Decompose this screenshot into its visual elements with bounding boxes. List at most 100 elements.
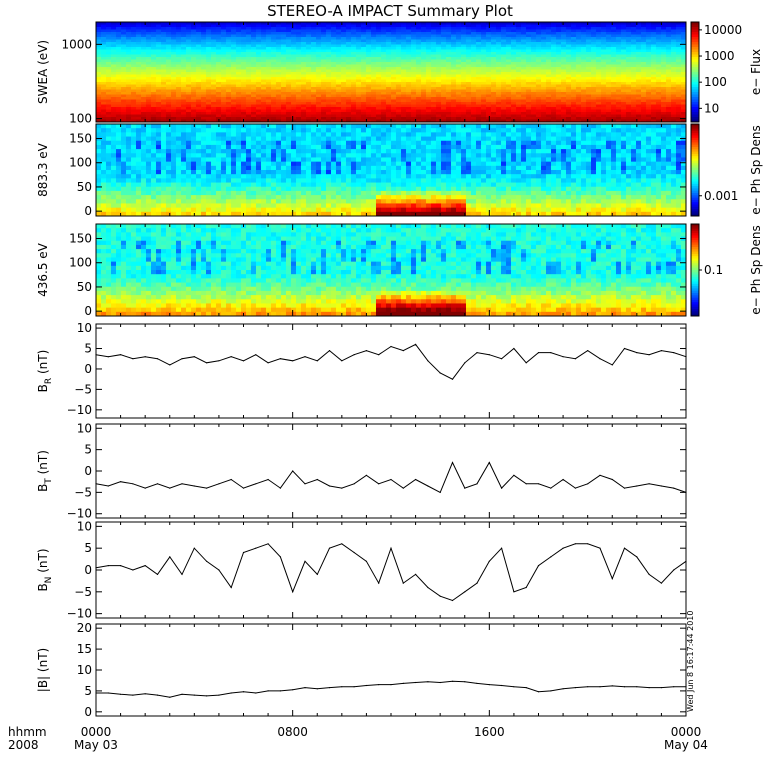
heatmap-cell <box>471 114 477 118</box>
heatmap-cell <box>221 79 227 83</box>
heatmap-cell <box>166 109 172 113</box>
heatmap-cell <box>536 72 542 76</box>
heatmap-cell <box>226 29 232 33</box>
heatmap-cell <box>656 44 662 48</box>
heatmap-cell <box>491 54 497 58</box>
heatmap-cell <box>281 74 287 78</box>
colorbar-swatch <box>691 102 699 105</box>
heatmap-cell <box>546 82 552 86</box>
heatmap-cell <box>271 114 277 118</box>
heatmap-cell <box>166 22 172 26</box>
heatmap-cell <box>141 89 147 93</box>
heatmap-cell <box>321 54 327 58</box>
heatmap-cell <box>491 52 497 56</box>
heatmap-cell <box>96 190 102 196</box>
heatmap-cell <box>506 112 512 116</box>
heatmap-cell <box>111 157 117 163</box>
heatmap-cell <box>111 165 117 171</box>
heatmap-cell <box>151 104 157 108</box>
heatmap-cell <box>226 92 232 96</box>
heatmap-cell <box>136 22 142 26</box>
heatmap-cell <box>436 99 442 103</box>
heatmap-cell <box>656 67 662 71</box>
heatmap-cell <box>306 69 312 73</box>
heatmap-cell <box>196 64 202 68</box>
heatmap-cell <box>591 42 597 46</box>
heatmap-cell <box>571 109 577 113</box>
heatmap-cell <box>151 102 157 106</box>
heatmap-cell <box>601 27 607 31</box>
heatmap-cell <box>566 22 572 26</box>
heatmap-cell <box>151 34 157 38</box>
colorbar-swatch <box>691 99 699 103</box>
heatmap-cell <box>281 102 287 106</box>
heatmap-cell <box>536 102 542 106</box>
heatmap-cell <box>261 24 267 28</box>
heatmap-cell <box>276 107 282 111</box>
heatmap-cell <box>561 99 567 103</box>
heatmap-cell <box>346 49 352 53</box>
heatmap-cell <box>531 34 537 38</box>
heatmap-cell <box>356 42 362 46</box>
heatmap-cell <box>421 27 427 31</box>
heatmap-cell <box>631 84 637 88</box>
heatmap-cell <box>606 82 612 86</box>
heatmap-cell <box>246 109 252 113</box>
heatmap-cell <box>391 42 397 46</box>
heatmap-cell <box>111 29 117 33</box>
heatmap-cell <box>291 109 297 113</box>
heatmap-cell <box>371 49 377 53</box>
heatmap-cell <box>501 24 507 28</box>
heatmap-cell <box>291 29 297 33</box>
heatmap-cell <box>236 52 242 56</box>
heatmap-cell <box>241 99 247 103</box>
heatmap-cell <box>526 52 532 56</box>
heatmap-cell <box>166 42 172 46</box>
heatmap-cell <box>101 186 107 192</box>
heatmap-cell <box>116 104 122 108</box>
heatmap-cell <box>281 67 287 71</box>
heatmap-cell <box>126 64 132 68</box>
heatmap-cell <box>126 82 132 86</box>
heatmap-cell <box>486 117 492 121</box>
heatmap-cell <box>356 59 362 63</box>
heatmap-cell <box>496 64 502 68</box>
heatmap-cell <box>606 22 612 26</box>
heatmap-cell <box>296 104 302 108</box>
heatmap-cell <box>221 54 227 58</box>
heatmap-cell <box>266 72 272 76</box>
heatmap-cell <box>536 77 542 81</box>
heatmap-cell <box>666 119 672 122</box>
heatmap-cell <box>556 39 562 43</box>
heatmap-cell <box>121 67 127 71</box>
heatmap-cell <box>646 99 652 103</box>
heatmap-cell <box>266 59 272 63</box>
heatmap-cell <box>331 117 337 121</box>
heatmap-cell <box>151 44 157 48</box>
heatmap-cell <box>411 92 417 96</box>
heatmap-cell <box>296 89 302 93</box>
heatmap-cell <box>256 119 262 122</box>
heatmap-cell <box>341 84 347 88</box>
heatmap-cell <box>166 104 172 108</box>
heatmap-cell <box>121 77 127 81</box>
heatmap-cell <box>126 199 132 205</box>
heatmap-cell <box>251 32 257 36</box>
heatmap-cell <box>206 22 212 26</box>
heatmap-cell <box>176 32 182 36</box>
heatmap-cell <box>361 69 367 73</box>
heatmap-cell <box>186 67 192 71</box>
heatmap-cell <box>286 22 292 26</box>
heatmap-cell <box>221 44 227 48</box>
heatmap-cell <box>116 87 122 91</box>
heatmap-cell <box>676 114 682 118</box>
heatmap-cell <box>231 104 237 108</box>
heatmap-cell <box>356 24 362 28</box>
heatmap-cell <box>116 153 122 159</box>
heatmap-cell <box>306 47 312 51</box>
heatmap-cell <box>451 69 457 73</box>
heatmap-cell <box>336 69 342 73</box>
heatmap-cell <box>416 119 422 122</box>
heatmap-cell <box>556 24 562 28</box>
heatmap-cell <box>376 39 382 43</box>
